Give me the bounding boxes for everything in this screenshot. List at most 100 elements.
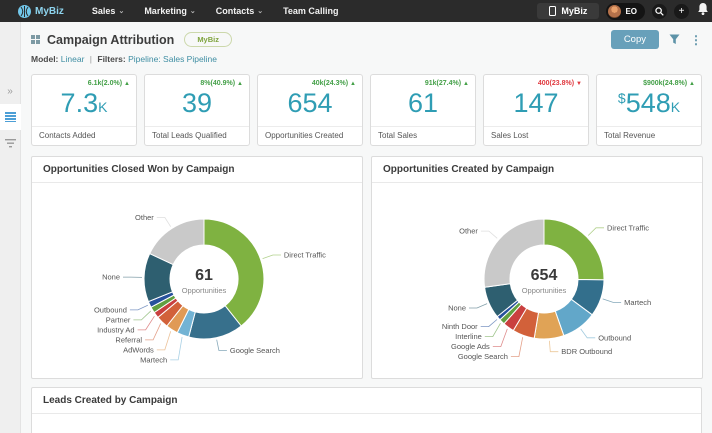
- nav-menu-sales[interactable]: Sales ⌄: [92, 6, 124, 16]
- user-menu[interactable]: EO: [606, 2, 645, 20]
- kpi-label: Opportunities Created: [258, 126, 362, 145]
- slice-label: Referral: [115, 335, 142, 344]
- trend-up-icon: ▲: [350, 80, 356, 87]
- list-icon: [4, 112, 16, 122]
- add-button[interactable]: +: [674, 3, 689, 19]
- rail-item-dashboard-list[interactable]: [0, 104, 21, 130]
- nav-menu-team-calling[interactable]: Team Calling: [283, 6, 338, 16]
- brand-name: MyBiz: [35, 5, 64, 17]
- org-switcher-button[interactable]: MyBiz: [537, 3, 600, 19]
- notifications-button[interactable]: [696, 2, 710, 21]
- slice-label: Outbound: [598, 333, 631, 342]
- left-rail: »: [0, 22, 21, 433]
- nav-menu-marketing[interactable]: Marketing ⌄: [144, 6, 195, 16]
- label-leader-line: [480, 319, 498, 328]
- label-leader-line: [156, 217, 172, 227]
- donut-slice-direct-traffic[interactable]: [203, 218, 265, 327]
- donut-slice-other[interactable]: [483, 218, 545, 288]
- kpi-value: 39: [181, 88, 213, 118]
- top-navbar: MyBiz Sales ⌄ Marketing ⌄ Contacts ⌄ Tea…: [0, 0, 712, 22]
- trend-up-icon: ▲: [237, 80, 243, 87]
- user-initials: EO: [625, 6, 637, 16]
- panel-title: Opportunities Created by Campaign: [372, 157, 702, 183]
- nav-menu-contacts[interactable]: Contacts ⌄: [216, 6, 263, 16]
- slice-label: Direct Traffic: [284, 251, 326, 260]
- kpi-card-contacts-added[interactable]: 6.1k(2.0%) ▲ 7.3K Contacts Added: [31, 74, 137, 146]
- donut-center-value: 654: [531, 267, 558, 284]
- label-leader-line: [145, 323, 162, 341]
- dashboard-grid-icon[interactable]: [31, 35, 40, 44]
- kpi-value: 654: [287, 88, 333, 118]
- slice-label: AdWords: [123, 345, 154, 354]
- kpi-card-opportunities-created[interactable]: 40k(24.3%) ▲ 654 Opportunities Created: [257, 74, 363, 146]
- label-leader-line: [602, 298, 622, 303]
- slice-label: Google Ads: [451, 342, 490, 351]
- slice-label: Industry Ad: [97, 325, 135, 334]
- panel-title: Leads Created by Campaign: [32, 388, 701, 414]
- chevron-down-icon: ⌄: [189, 7, 196, 15]
- slice-label: Google Search: [458, 352, 508, 361]
- kpi-label: Contacts Added: [32, 126, 136, 145]
- rail-item-filter[interactable]: [0, 130, 21, 156]
- donut-center-label: Opportunities: [522, 286, 567, 295]
- label-leader-line: [549, 340, 559, 353]
- kpi-card-total-sales[interactable]: 91k(27.4%) ▲ 61 Total Sales: [370, 74, 476, 146]
- collapse-panel-button[interactable]: »: [0, 78, 21, 104]
- mybiz-logo-icon: [18, 4, 31, 18]
- slice-label: None: [102, 273, 120, 282]
- filter-lines-icon: [4, 138, 16, 147]
- kpi-delta: 8%(40.9%) ▲: [200, 80, 243, 87]
- kpi-delta: 91k(27.4%) ▲: [424, 80, 469, 87]
- label-leader-line: [587, 227, 604, 236]
- search-icon: [655, 6, 664, 16]
- avatar: [608, 4, 622, 18]
- search-button[interactable]: [652, 3, 667, 19]
- more-options-icon[interactable]: ⋮: [690, 32, 702, 47]
- kpi-delta: 40k(24.3%) ▲: [311, 80, 356, 87]
- nav-menu-label: Team Calling: [283, 6, 339, 16]
- kpi-value: 7.3K: [60, 88, 108, 118]
- slice-label: Direct Traffic: [607, 223, 649, 232]
- kpi-value: 61: [407, 88, 439, 118]
- filters-value[interactable]: Pipeline: Sales Pipeline: [128, 54, 217, 64]
- slice-label: BDR Outbound: [561, 347, 612, 356]
- brand-logo[interactable]: MyBiz: [18, 4, 64, 18]
- kpi-card-total-leads-qualified[interactable]: 8%(40.9%) ▲ 39 Total Leads Qualified: [144, 74, 250, 146]
- double-chevron-right-icon: »: [7, 85, 13, 97]
- bell-icon: [698, 2, 708, 15]
- navbar-right-cluster: MyBiz EO +: [537, 2, 708, 21]
- label-leader-line: [484, 323, 501, 338]
- donut-chart-closed-won[interactable]: Direct Traffic Google Search Martech AdWord…: [32, 183, 362, 378]
- model-value[interactable]: Linear: [60, 54, 85, 64]
- kpi-delta: 400(23.8%) ▼: [537, 80, 582, 87]
- label-leader-line: [510, 337, 524, 358]
- slice-label: Outbound: [94, 305, 127, 314]
- label-leader-line: [133, 310, 152, 321]
- trend-down-icon: ▼: [576, 80, 582, 87]
- slice-label: Martech: [624, 298, 651, 307]
- slice-label: Martech: [140, 355, 167, 364]
- slice-label: Other: [459, 227, 478, 236]
- panel-opportunities-created: Opportunities Created by Campaign Direct…: [371, 156, 703, 379]
- nav-menus: Sales ⌄ Marketing ⌄ Contacts ⌄ Team Call…: [92, 6, 339, 16]
- page-header: Campaign Attribution MyBiz Copy ⋮ Model:…: [31, 30, 702, 64]
- donut-slice-other[interactable]: [149, 218, 205, 266]
- funnel-filter-icon[interactable]: [669, 34, 680, 45]
- panel-leads-created: Leads Created by Campaign: [31, 387, 702, 433]
- label-leader-line: [492, 328, 508, 348]
- donut-chart-created[interactable]: Direct Traffic Martech Outbound BDR Outboun…: [372, 183, 702, 378]
- kpi-card-sales-lost[interactable]: 400(23.8%) ▼ 147 Sales Lost: [483, 74, 589, 146]
- copy-button[interactable]: Copy: [610, 30, 659, 49]
- kpi-card-total-revenue[interactable]: $900k(24.8%) ▲ $548K Total Revenue: [596, 74, 702, 146]
- filters-label: Filters:: [97, 54, 126, 64]
- trend-up-icon: ▲: [124, 80, 130, 87]
- kpi-delta: $900k(24.8%) ▲: [643, 80, 695, 87]
- label-leader-line: [262, 254, 281, 259]
- chevron-down-icon: ⌄: [118, 7, 125, 15]
- slice-label: Other: [135, 213, 154, 222]
- kpi-delta: 6.1k(2.0%) ▲: [87, 80, 130, 87]
- slice-label: Partner: [106, 315, 131, 324]
- donut-center-value: 61: [195, 267, 213, 284]
- device-icon: [549, 6, 557, 16]
- label-leader-line: [156, 331, 172, 351]
